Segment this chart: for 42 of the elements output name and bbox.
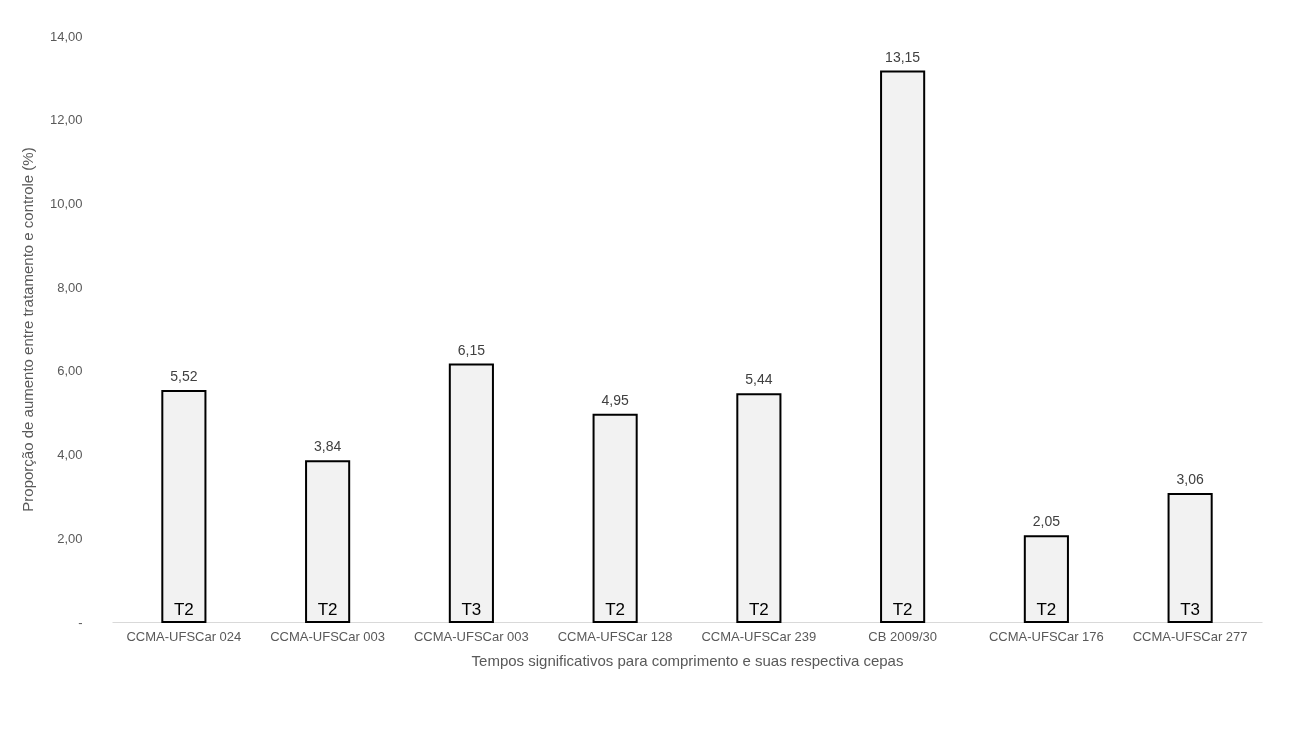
y-tick-label: - [78,614,83,630]
data-label: 5,52 [170,367,198,384]
y-tick-label: 2,00 [57,530,83,546]
data-label: 3,06 [1176,470,1204,487]
annotation: T3 [1180,600,1201,619]
x-tick-label: CCMA-UFSCar 176 [988,628,1104,644]
data-label: 2,05 [1032,513,1061,530]
data-label: 13,15 [885,48,921,65]
bar [448,363,494,623]
annotation: T3 [461,600,482,619]
bar [592,413,638,623]
y-axis-title: Proporção de aumento entre tratamento e controle (%) [18,147,36,512]
bar [161,389,207,623]
x-tick-label: CCMA-UFSCar 128 [557,628,673,644]
x-tick-label: CB 2009/30 [868,628,937,644]
annotation: T2 [605,600,626,619]
y-tick-label: 4,00 [57,447,83,463]
data-label: 5,44 [745,371,773,388]
data-label: 3,84 [314,438,342,455]
x-tick-label: CCMA-UFSCar 024 [126,628,242,644]
bar [736,393,782,623]
annotation: T2 [317,600,338,619]
y-tick-label: 12,00 [49,112,83,128]
annotation: T2 [173,600,194,619]
annotation: T2 [1036,600,1057,619]
bar [1023,535,1069,623]
y-tick-label: 14,00 [49,28,83,44]
data-label: 6,15 [457,341,486,358]
x-axis-title: Tempos significativos para comprimento e suas respectiva cepas [471,651,904,669]
bar [880,70,926,623]
data-label: 4,95 [601,391,629,408]
x-tick-label: CCMA-UFSCar 003 [270,628,386,644]
bar [305,460,351,623]
y-tick-label: 10,00 [49,195,83,211]
x-tick-label: CCMA-UFSCar 239 [701,628,817,644]
annotation: T2 [748,600,769,619]
y-tick-label: 6,00 [57,363,83,379]
annotation: T2 [892,600,913,619]
x-tick-label: CCMA-UFSCar 003 [413,628,529,644]
x-tick-label: CCMA-UFSCar 277 [1132,628,1248,644]
y-tick-label: 8,00 [57,279,83,295]
bar [1167,492,1213,623]
